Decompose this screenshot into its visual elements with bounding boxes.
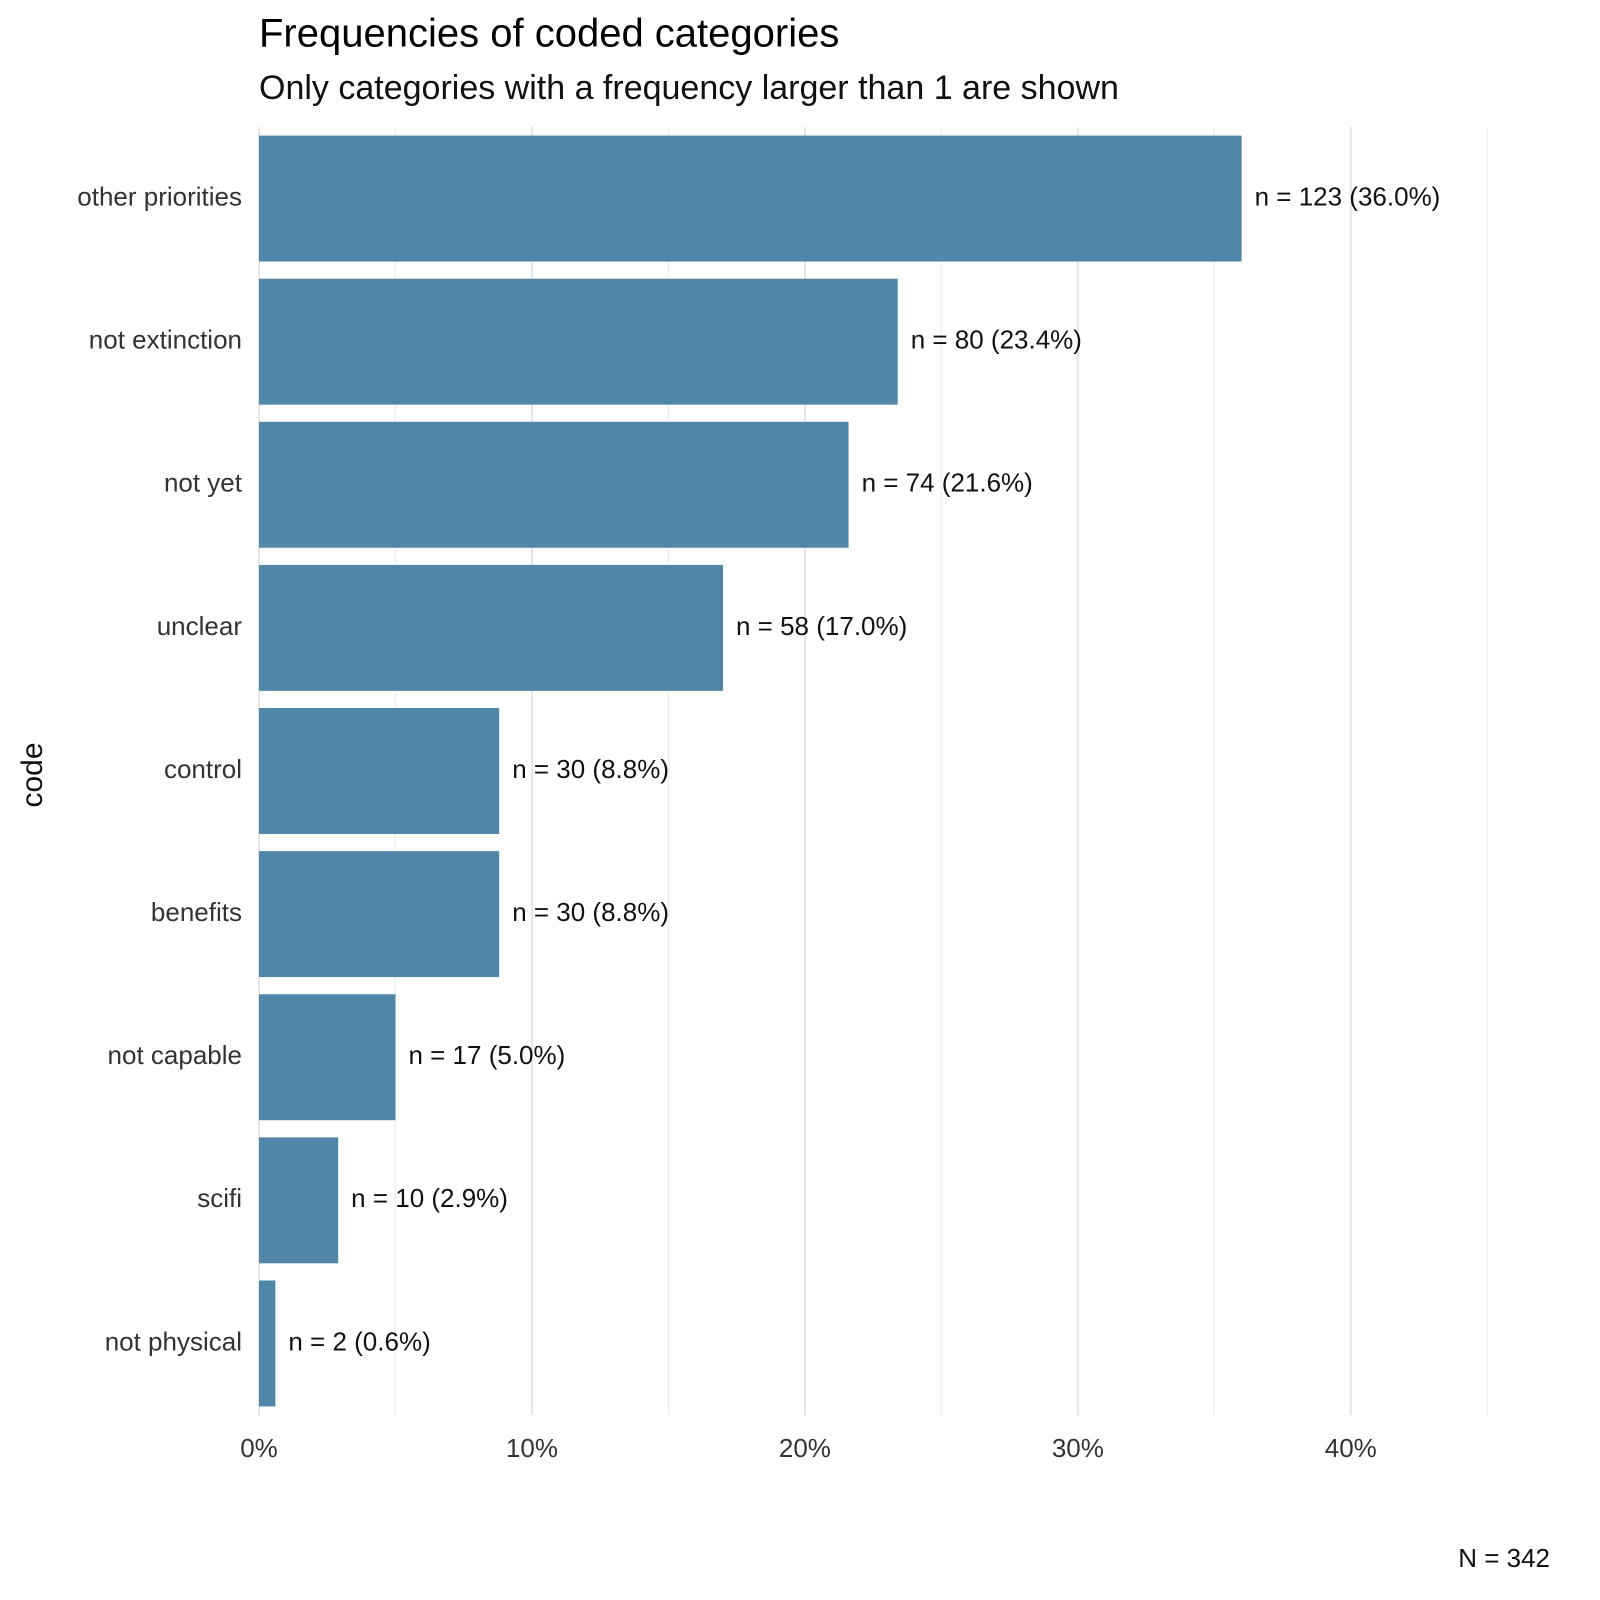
bar xyxy=(259,278,898,405)
value-label: n = 30 (8.8%) xyxy=(512,897,669,927)
value-label: n = 2 (0.6%) xyxy=(288,1326,430,1356)
value-label: n = 58 (17.0%) xyxy=(736,611,907,641)
value-label: n = 30 (8.8%) xyxy=(512,754,669,784)
y-tick-label: control xyxy=(164,754,242,784)
value-label: n = 123 (36.0%) xyxy=(1255,181,1441,211)
value-label: n = 74 (21.6%) xyxy=(862,468,1033,498)
chart-title: Frequencies of coded categories xyxy=(259,12,839,56)
chart-subtitle: Only categories with a frequency larger … xyxy=(259,69,1119,107)
x-tick-label: 40% xyxy=(1325,1433,1377,1463)
bar xyxy=(259,135,1242,262)
x-tick-label: 30% xyxy=(1052,1433,1104,1463)
y-tick-label: scifi xyxy=(197,1183,242,1213)
y-tick-label: unclear xyxy=(157,611,243,641)
bar xyxy=(259,421,849,548)
y-tick-label: not yet xyxy=(164,468,243,498)
bar xyxy=(259,1280,276,1407)
bar xyxy=(259,851,500,978)
y-tick-label: benefits xyxy=(151,897,242,927)
y-tick-label: not extinction xyxy=(89,325,242,355)
y-tick-label: not physical xyxy=(105,1326,242,1356)
value-label: n = 10 (2.9%) xyxy=(351,1183,508,1213)
y-tick-label: not capable xyxy=(108,1040,242,1070)
value-label: n = 17 (5.0%) xyxy=(408,1040,565,1070)
caption: N = 342 xyxy=(1458,1543,1550,1573)
y-axis-title: code xyxy=(16,742,49,807)
x-tick-label: 10% xyxy=(506,1433,558,1463)
value-label: n = 80 (23.4%) xyxy=(911,325,1082,355)
bar xyxy=(259,1137,339,1264)
y-tick-label: other priorities xyxy=(77,181,242,211)
x-tick-label: 20% xyxy=(779,1433,831,1463)
bar xyxy=(259,708,500,834)
x-tick-label: 0% xyxy=(240,1433,278,1463)
bar xyxy=(259,994,396,1121)
bar xyxy=(259,564,724,691)
